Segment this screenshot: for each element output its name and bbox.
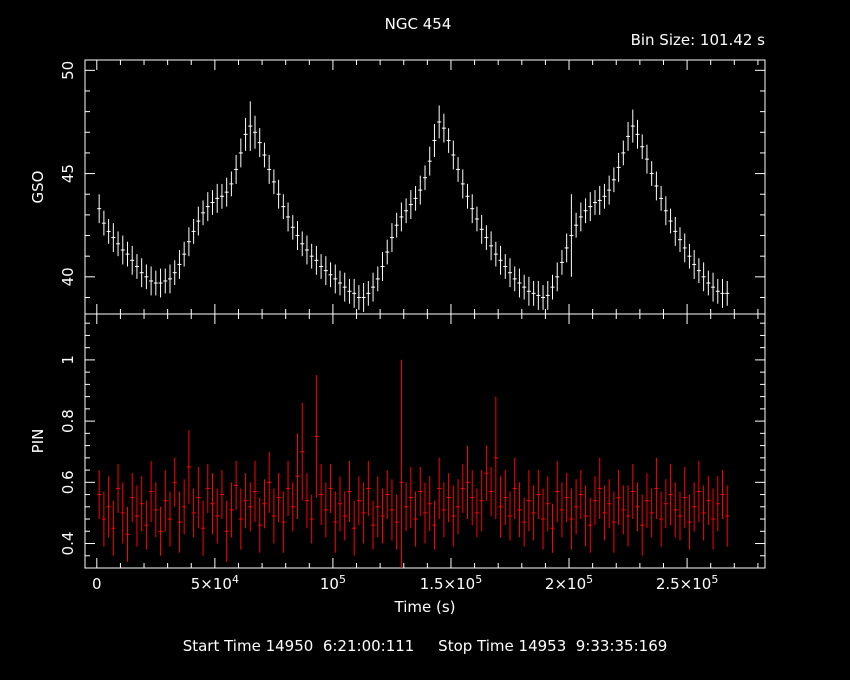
footer-times: Start Time 14950 6:21:00:111 Stop Time 1… (183, 637, 668, 655)
x-tick-label: 5×104 (191, 573, 239, 593)
x-tick-label: 2.5×105 (656, 573, 719, 593)
x-tick-label: 2×105 (545, 573, 593, 593)
bottom-panel-frame (84, 313, 766, 569)
x-tick-label: 1.5×105 (420, 573, 483, 593)
time-axis-label: Time (s) (394, 598, 456, 616)
bottom-panel-ticks: 0.4 0.6 0.8 1 0 5×104 105 1.5×105 2×105 2.5×105 (59, 314, 765, 593)
pin-series (97, 359, 730, 568)
y-tick-label: 50 (59, 61, 77, 80)
x-tick-label: 0 (92, 575, 102, 593)
gso-axis-label: GSO (29, 171, 47, 204)
y-tick-label: 0.8 (59, 409, 77, 433)
bin-size-label: Bin Size: 101.42 s (631, 31, 766, 49)
chart-title: NGC 454 (385, 15, 452, 33)
x-tick-label: 105 (320, 573, 346, 593)
top-panel-ticks: 40 45 50 (59, 60, 765, 314)
y-tick-label: 40 (59, 267, 77, 286)
y-tick-label: 1 (59, 355, 77, 365)
gso-series (97, 101, 730, 312)
y-tick-label: 0.4 (59, 532, 77, 556)
y-tick-label: 45 (59, 164, 77, 183)
pin-axis-label: PIN (29, 429, 47, 454)
y-tick-label: 0.6 (59, 470, 77, 494)
